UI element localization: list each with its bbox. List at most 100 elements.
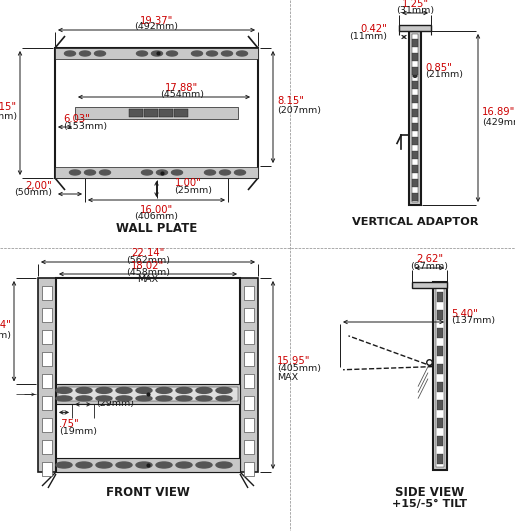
Ellipse shape [166, 51, 178, 56]
Bar [412, 151, 418, 159]
Bar [244, 418, 254, 432]
Ellipse shape [176, 388, 192, 393]
Bar [437, 400, 443, 410]
Bar [159, 109, 173, 117]
Ellipse shape [116, 462, 132, 468]
Bar [412, 137, 418, 145]
Bar [55, 48, 258, 178]
Text: (562mm): (562mm) [126, 255, 170, 264]
Ellipse shape [176, 462, 192, 468]
Bar [244, 330, 254, 344]
Bar [412, 193, 418, 201]
Bar [412, 109, 418, 117]
Text: 22.14": 22.14" [131, 248, 165, 258]
Ellipse shape [116, 388, 132, 393]
Ellipse shape [156, 388, 172, 393]
Bar [409, 31, 421, 205]
Bar [437, 382, 443, 392]
Bar [42, 286, 52, 300]
Bar [42, 418, 52, 432]
Bar [412, 81, 418, 89]
Text: FRONT VIEW: FRONT VIEW [106, 486, 190, 500]
Text: MAX: MAX [138, 276, 159, 285]
Ellipse shape [219, 170, 231, 175]
Ellipse shape [216, 462, 232, 468]
Text: (153mm): (153mm) [63, 122, 107, 131]
Ellipse shape [192, 51, 202, 56]
Ellipse shape [176, 396, 192, 401]
Text: 8.15": 8.15" [277, 96, 304, 106]
Text: 9.15": 9.15" [0, 102, 17, 112]
Ellipse shape [76, 462, 92, 468]
Ellipse shape [56, 462, 72, 468]
Bar [240, 278, 258, 472]
Text: 0.85": 0.85" [425, 63, 452, 73]
Bar [42, 308, 52, 322]
Text: 1.00": 1.00" [175, 178, 201, 188]
Text: (454mm): (454mm) [160, 90, 204, 99]
Text: 17.88": 17.88" [165, 83, 199, 93]
Text: 1.13": 1.13" [96, 391, 123, 401]
Text: (25mm): (25mm) [175, 185, 213, 194]
Text: 5.40": 5.40" [451, 309, 478, 319]
Ellipse shape [216, 388, 232, 393]
Bar [55, 48, 258, 59]
Text: 15.95": 15.95" [277, 356, 311, 366]
Bar [75, 107, 238, 119]
Bar [437, 454, 443, 464]
Bar [129, 109, 143, 117]
Ellipse shape [156, 462, 172, 468]
Text: 6.03": 6.03" [63, 114, 90, 124]
Bar [244, 374, 254, 388]
Text: 16.89": 16.89" [482, 107, 515, 117]
Text: (405mm): (405mm) [277, 364, 321, 373]
Bar [437, 364, 443, 374]
Text: (29mm): (29mm) [96, 399, 134, 408]
Bar [244, 396, 254, 410]
Bar [244, 440, 254, 454]
Bar [412, 123, 418, 131]
Bar [437, 328, 443, 338]
Bar [436, 285, 444, 467]
Bar [144, 109, 158, 117]
Bar [58, 388, 238, 401]
Bar [42, 462, 52, 476]
Text: VERTICAL ADAPTOR: VERTICAL ADAPTOR [352, 217, 478, 227]
Ellipse shape [142, 170, 152, 175]
Ellipse shape [96, 462, 112, 468]
Ellipse shape [171, 170, 182, 175]
Text: 4.54": 4.54" [0, 320, 11, 330]
Bar [244, 308, 254, 322]
Bar [433, 282, 447, 470]
Ellipse shape [56, 388, 72, 393]
Text: (67mm): (67mm) [410, 261, 449, 270]
Bar [412, 67, 418, 75]
Text: (115mm): (115mm) [0, 331, 11, 340]
Text: (21mm): (21mm) [425, 71, 463, 80]
Text: (50mm): (50mm) [14, 189, 52, 198]
Bar [412, 39, 418, 47]
Ellipse shape [156, 396, 172, 401]
Bar [244, 462, 254, 476]
Bar [42, 374, 52, 388]
Text: 19.37": 19.37" [140, 16, 173, 26]
Bar [412, 165, 418, 173]
Bar [412, 53, 418, 61]
Bar [55, 167, 258, 178]
Bar [56, 458, 240, 472]
Ellipse shape [136, 462, 152, 468]
Text: (406mm): (406mm) [134, 212, 179, 221]
Bar [437, 292, 443, 302]
Ellipse shape [99, 170, 111, 175]
Text: SIDE VIEW: SIDE VIEW [396, 486, 465, 500]
Ellipse shape [116, 396, 132, 401]
Ellipse shape [64, 51, 76, 56]
Ellipse shape [56, 396, 72, 401]
Ellipse shape [157, 170, 167, 175]
Bar [399, 25, 431, 31]
Text: WALL PLATE: WALL PLATE [116, 221, 198, 235]
Ellipse shape [204, 170, 215, 175]
Ellipse shape [207, 51, 217, 56]
Bar [56, 278, 240, 472]
Ellipse shape [221, 51, 232, 56]
